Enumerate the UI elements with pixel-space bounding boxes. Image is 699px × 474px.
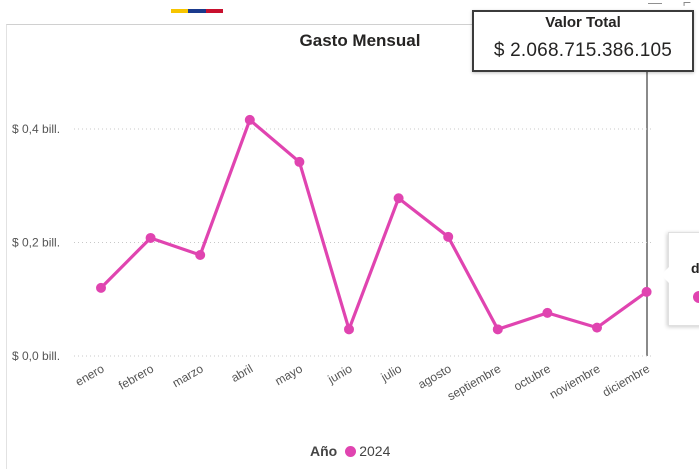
x-tick-label: agosto <box>415 361 453 391</box>
y-tick-label: $ 0,4 bill. <box>12 122 60 136</box>
data-point-agosto[interactable] <box>443 231 454 242</box>
flag-red <box>205 9 223 13</box>
tooltip-partial: d <box>661 232 699 326</box>
x-tick-label: noviembre <box>547 361 603 401</box>
x-tick-label: enero <box>73 361 107 389</box>
kpi-card[interactable]: Valor Total $ 2.068.715.386.105 <box>472 10 694 72</box>
x-axis-labels: enero febrero marzo abril mayo junio julio agos… <box>73 361 652 403</box>
data-point-mayo[interactable] <box>294 156 305 167</box>
x-tick-label: septiembre <box>445 361 504 403</box>
data-point-junio[interactable] <box>344 324 354 335</box>
data-point-diciembre[interactable] <box>641 286 652 297</box>
y-axis-labels: $ 0,0 bill. $ 0,2 bill. $ 0,4 bill. <box>12 122 60 363</box>
data-point-noviembre[interactable] <box>592 322 602 333</box>
chart-legend: Año 2024 <box>310 443 390 459</box>
x-tick-label: mayo <box>272 361 305 388</box>
data-point-octubre[interactable] <box>542 307 553 318</box>
data-point-abril[interactable] <box>244 114 255 125</box>
chart-title: Gasto Mensual <box>299 31 421 50</box>
x-tick-label: marzo <box>170 361 206 390</box>
focus-mode-icon[interactable]: ⌐ <box>683 0 692 10</box>
tooltip-label: d <box>691 260 699 276</box>
chart-panel <box>6 24 647 469</box>
x-tick-label: julio <box>378 361 405 384</box>
legend-title: Año <box>310 443 338 459</box>
minimize-icon[interactable]: — <box>648 0 662 10</box>
x-tick-label: abril <box>229 361 256 384</box>
data-point-marzo[interactable] <box>195 249 206 260</box>
data-point-febrero[interactable] <box>145 232 156 243</box>
kpi-card-value: $ 2.068.715.386.105 <box>493 40 673 61</box>
tooltip-marker <box>693 291 699 303</box>
legend-item-label[interactable]: 2024 <box>359 443 391 459</box>
flag-yellow <box>171 9 189 13</box>
kpi-card-title: Valor Total <box>545 14 621 31</box>
x-tick-label: junio <box>325 361 355 386</box>
data-point-septiembre[interactable] <box>492 324 503 335</box>
y-tick-label: $ 0,0 bill. <box>12 349 60 363</box>
series-line-2024 <box>99 118 648 331</box>
brand-flag-strip <box>171 9 223 13</box>
x-tick-label: febrero <box>116 361 156 392</box>
data-point-julio[interactable] <box>393 193 404 204</box>
flag-blue <box>188 9 206 13</box>
x-tick-label: diciembre <box>600 361 652 399</box>
panel-divider <box>646 24 648 356</box>
series-points[interactable] <box>96 114 652 335</box>
data-point-enero[interactable] <box>96 282 106 293</box>
legend-marker <box>345 445 357 457</box>
gridlines <box>74 128 652 357</box>
y-tick-label: $ 0,2 bill. <box>12 236 60 250</box>
